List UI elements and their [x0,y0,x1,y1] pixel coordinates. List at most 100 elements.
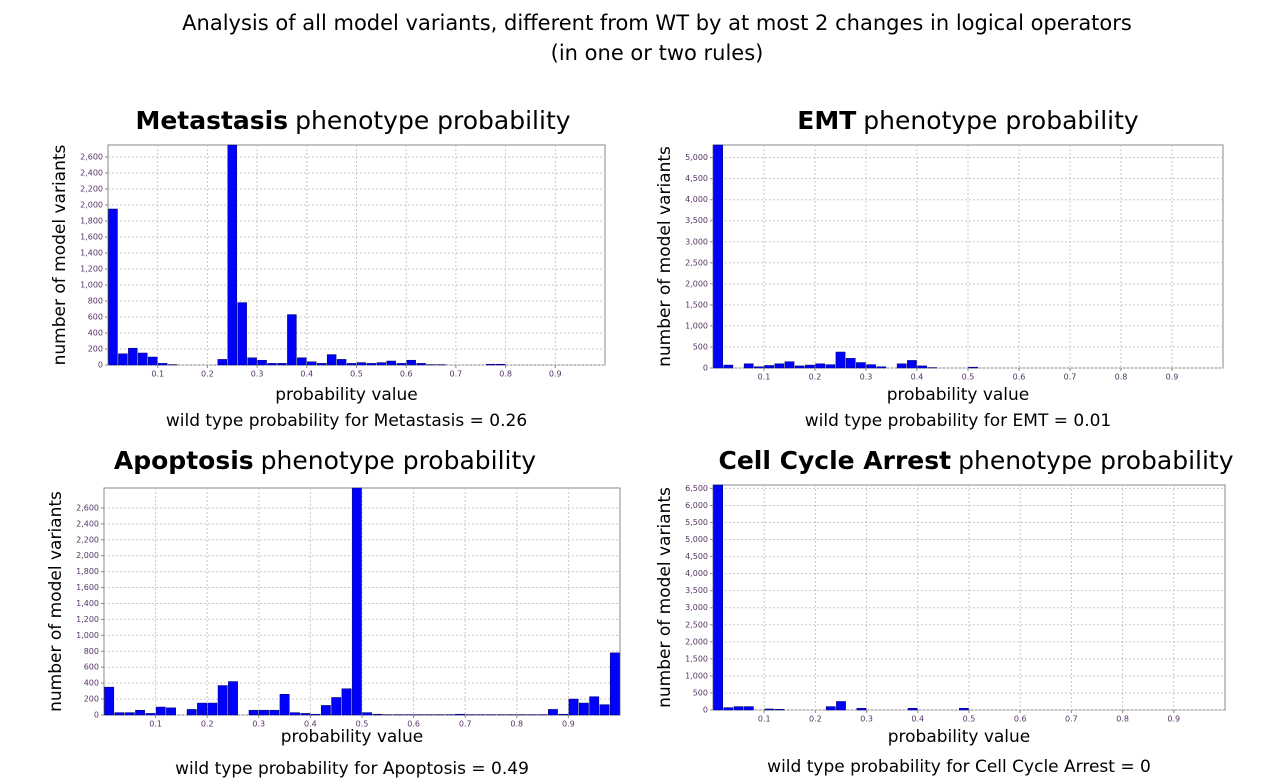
bar [362,712,373,716]
chart-title: Apoptosis phenotype probability [114,446,536,475]
y-tick-label: 0 [703,364,708,373]
bar [331,697,342,716]
x-tick-label: 0.7 [459,720,472,729]
bar [825,706,836,711]
bar [558,713,569,716]
bar [157,363,168,366]
x-tick-label: 0.2 [201,720,214,729]
bar [372,713,383,716]
x-tick-label: 0.3 [252,720,265,729]
figure-title: Analysis of all model variants, differen… [182,11,1132,35]
bar [267,363,277,366]
bar [135,709,146,716]
bar [351,487,362,716]
bar [774,363,785,369]
x-axis-label: probability value [887,385,1030,405]
bar [290,712,300,716]
bar [227,144,237,366]
bar [346,363,357,366]
bar [968,366,978,369]
x-axis-label: probability value [275,385,418,405]
chart-title-rest: phenotype probability [261,446,537,475]
bar [316,363,327,366]
bar [186,709,197,716]
y-tick-label: 3,000 [685,237,708,246]
y-tick-label: 4,000 [685,569,708,578]
bar [124,712,135,716]
y-tick-label: 1,200 [76,615,99,624]
x-tick-label: 0.3 [860,373,873,382]
y-tick-label: 200 [84,695,99,704]
annotation: wild type probability for Cell Cycle Arr… [767,757,1151,777]
bar [805,364,815,369]
x-tick-label: 0.7 [1064,373,1077,382]
x-tick-label: 0.4 [304,720,317,729]
chart-title-bold: Metastasis [135,106,288,135]
y-tick-label: 2,600 [76,503,99,512]
chart-title-rest: phenotype probability [863,106,1139,135]
x-tick-label: 0.8 [1115,373,1128,382]
chart-title: EMT phenotype probability [797,106,1139,135]
y-tick-label: 3,500 [685,216,708,225]
y-tick-label: 1,800 [80,217,103,226]
bar [356,362,367,366]
y-tick-label: 200 [88,345,103,354]
bar [609,652,620,716]
y-tick-label: 1,400 [80,249,103,258]
x-tick-label: 0.5 [350,370,363,379]
y-tick-label: 5,000 [685,153,708,162]
bar [406,359,416,366]
bar [118,353,128,366]
annotation: wild type probability for Metastasis = 0… [166,411,527,431]
chart-title-bold: Cell Cycle Arrest [718,446,951,475]
bar [774,709,785,711]
y-tick-label: 0 [98,361,103,370]
bar [237,302,247,366]
bar [310,713,321,716]
x-tick-label: 0.8 [510,720,523,729]
bar [495,363,506,366]
bar [248,709,259,716]
x-tick-label: 0.5 [356,720,369,729]
bar [320,705,331,716]
x-tick-label: 0.5 [963,715,976,724]
y-tick-label: 2,600 [80,153,103,162]
y-tick-label: 1,500 [685,654,708,663]
y-tick-label: 500 [693,688,708,697]
x-tick-label: 0.9 [1166,373,1179,382]
bar [138,352,148,366]
bar [784,361,795,369]
bar [866,364,876,369]
bar [856,362,866,369]
x-tick-label: 0.8 [499,370,512,379]
bar [269,709,280,716]
chart-title-rest: phenotype probability [958,446,1234,475]
bar [754,366,764,369]
bar [568,698,579,716]
bar [326,354,337,366]
chart-title-bold: EMT [797,106,856,135]
y-tick-label: 800 [84,647,99,656]
bar [247,357,257,366]
x-tick-label: 0.1 [758,715,771,724]
y-tick-label: 400 [88,329,103,338]
y-tick-label: 1,600 [76,583,99,592]
chart-title-rest: phenotype probability [295,106,571,135]
y-tick-label: 2,200 [80,185,103,194]
bar [713,144,723,369]
bar [713,484,723,711]
bar [376,362,387,366]
x-tick-label: 0.2 [809,373,822,382]
x-tick-label: 0.3 [251,370,264,379]
chart-title: Metastasis phenotype probability [135,106,570,135]
bar [743,706,754,711]
chart-title-bold: Apoptosis [114,446,254,475]
bar [794,365,805,369]
y-tick-label: 4,000 [685,195,708,204]
bar [764,365,774,369]
bar [257,359,267,366]
figure-subtitle: (in one or two rules) [551,41,764,65]
bar [896,363,907,369]
x-tick-label: 0.8 [1116,715,1129,724]
